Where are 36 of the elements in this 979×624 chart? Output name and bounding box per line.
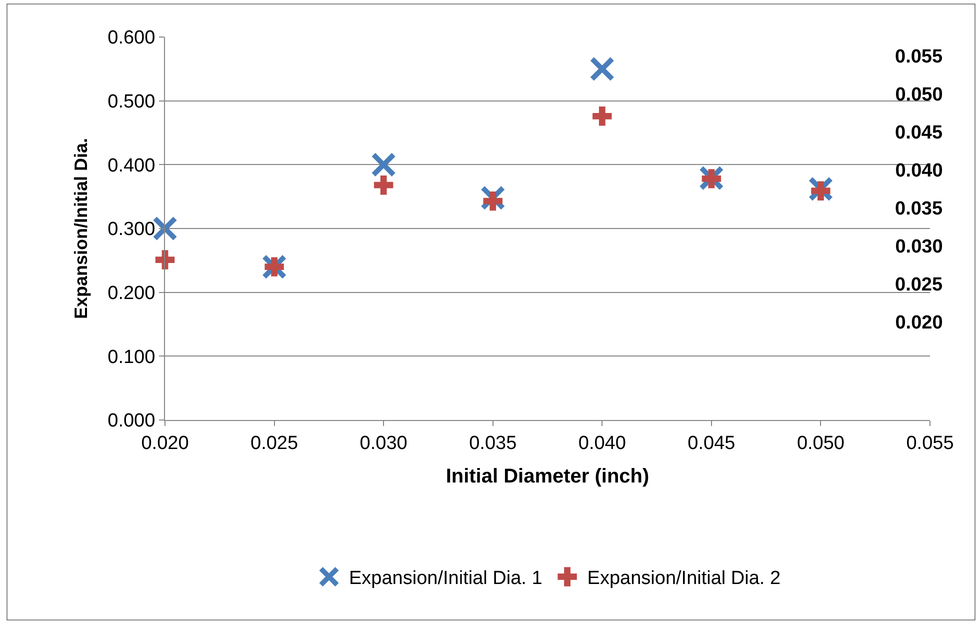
x-tick-label: 0.040 [578, 432, 626, 454]
x-axis-title: Initial Diameter (inch) [446, 465, 650, 488]
y-tick-label: 0.200 [108, 282, 156, 304]
x-tick-label: 0.025 [250, 432, 298, 454]
annotation: 0.045 [895, 122, 943, 144]
point [371, 152, 396, 178]
y-tick-label: 0.000 [108, 410, 156, 432]
annotation: 0.055 [895, 46, 943, 68]
x-tick-label: 0.045 [688, 432, 736, 454]
annotation: 0.040 [895, 160, 943, 182]
x-tick-label: 0.030 [360, 432, 408, 454]
y-tick-label: 0.400 [108, 155, 156, 176]
y-tick-label: 0.500 [108, 91, 156, 112]
annotation: 0.035 [895, 198, 943, 220]
point [590, 56, 615, 82]
point [374, 175, 394, 195]
x-tick-label: 0.055 [906, 432, 954, 454]
y-tick-label: 0.100 [108, 346, 156, 368]
point [592, 106, 612, 126]
point [152, 216, 178, 241]
point [483, 191, 502, 211]
y-tick-label: 0.600 [108, 28, 156, 49]
point [808, 176, 834, 202]
annotation: 0.020 [895, 312, 943, 334]
annotation: 0.025 [895, 274, 943, 296]
point [480, 185, 506, 210]
y-axis-title: Expansion/Initial Dia. [70, 138, 91, 320]
annotation: 0.050 [895, 84, 943, 106]
x-tick-label: 0.035 [469, 432, 517, 454]
legend-label: Expansion/Initial Dia. 1 [349, 568, 542, 590]
legend-label: Expansion/Initial Dia. 2 [587, 568, 781, 590]
x-tick-label: 0.020 [141, 432, 189, 454]
x-tick-label: 0.050 [796, 432, 844, 454]
point [811, 181, 830, 200]
annotation: 0.030 [895, 236, 943, 258]
y-tick-label: 0.300 [108, 219, 156, 240]
